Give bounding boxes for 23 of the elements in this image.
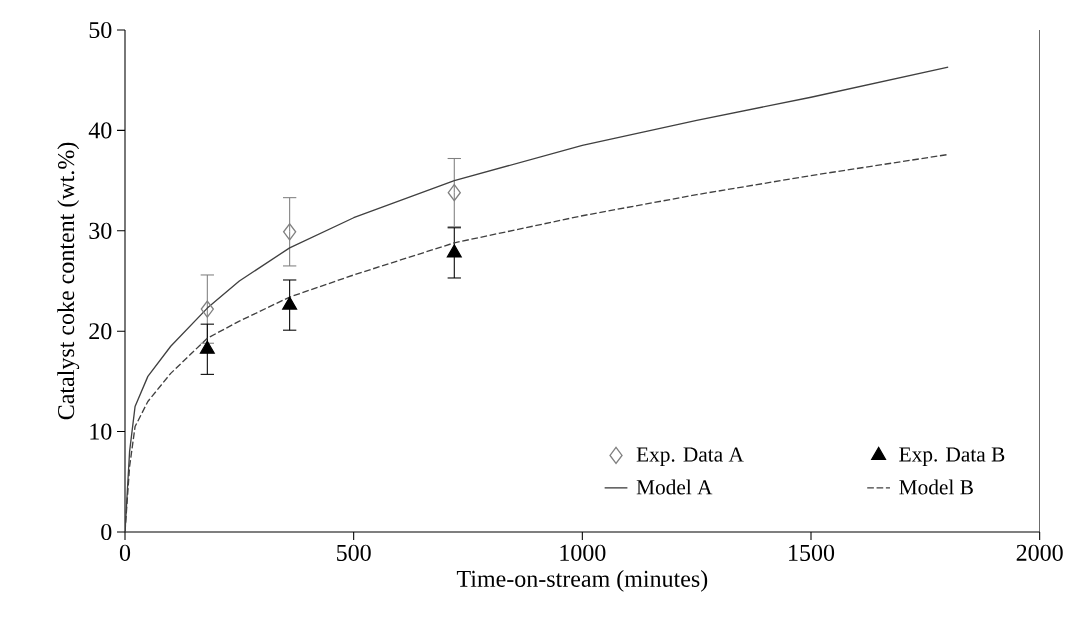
point — [200, 300, 214, 318]
point — [282, 223, 297, 241]
y-tick-label: 20 — [89, 323, 112, 340]
point — [447, 183, 461, 202]
legend-label: Exp. Data A — [636, 447, 744, 466]
point — [199, 340, 215, 354]
y-tick-label: 10 — [90, 423, 112, 440]
x-tick-label: 1000 — [560, 544, 606, 561]
y-tick-label: 40 — [88, 122, 112, 139]
y-tick-label: 50 — [89, 21, 112, 39]
x-tick-label: 500 — [337, 544, 371, 561]
legend-label: Model B — [899, 479, 973, 495]
y-tick-label: 0 — [101, 523, 112, 541]
x-tick-label: 2000 — [1016, 544, 1063, 561]
legend-label: Model A — [636, 479, 713, 495]
point — [282, 296, 298, 310]
x-axis-title: Time-on-stream (minutes) — [456, 570, 708, 592]
y-tick-label: 30 — [89, 222, 112, 239]
legend-label: Exp. Data B — [899, 447, 1005, 466]
y-axis-title: Catalyst coke content (wt.%) — [57, 142, 80, 420]
point — [446, 244, 462, 258]
x-tick-label: 1500 — [789, 544, 835, 561]
x-tick-label: 0 — [119, 544, 131, 561]
